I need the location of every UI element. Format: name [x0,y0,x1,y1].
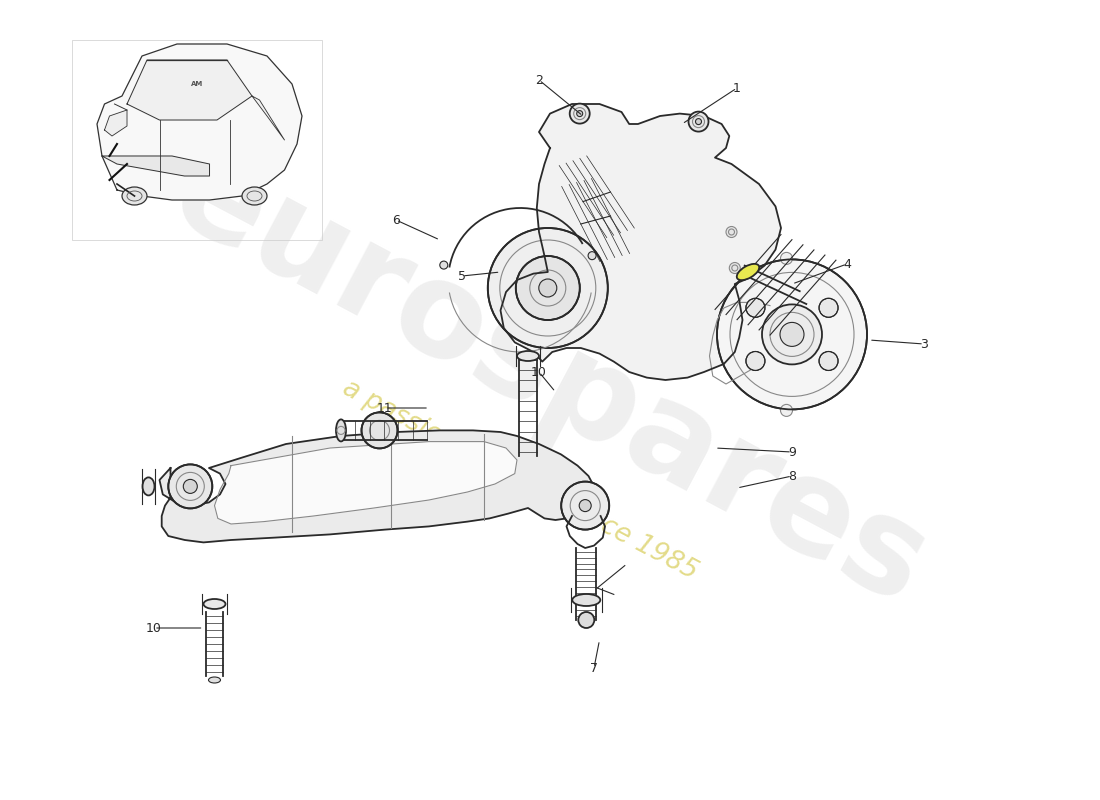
Text: a passion for parts since 1985: a passion for parts since 1985 [338,375,702,585]
Text: 7: 7 [590,662,598,674]
Circle shape [746,351,764,370]
Polygon shape [102,156,209,176]
Ellipse shape [517,351,539,361]
Circle shape [689,111,708,131]
Circle shape [729,262,740,274]
Polygon shape [97,44,302,200]
Circle shape [440,261,448,269]
Text: AM: AM [191,81,204,87]
Circle shape [746,298,764,318]
Polygon shape [500,104,781,380]
Polygon shape [126,60,252,120]
Text: 9: 9 [788,446,796,458]
Text: eurospares: eurospares [152,128,948,632]
Bar [72,40,322,240]
Circle shape [820,351,838,370]
Text: 1: 1 [733,82,741,94]
Circle shape [726,226,737,238]
Circle shape [168,464,212,509]
Circle shape [695,118,702,125]
Circle shape [487,228,608,348]
Ellipse shape [737,264,759,280]
Polygon shape [214,442,517,524]
Text: 2: 2 [535,74,543,86]
Circle shape [570,104,590,123]
Text: 11: 11 [377,402,393,414]
Ellipse shape [209,677,220,683]
Text: 5: 5 [458,270,466,282]
Text: 3: 3 [920,338,928,350]
Circle shape [579,612,594,628]
Circle shape [588,252,596,260]
Ellipse shape [204,599,226,609]
Text: 8: 8 [788,470,796,482]
Circle shape [781,405,792,416]
Ellipse shape [336,419,346,442]
Circle shape [362,413,397,448]
Text: 4: 4 [843,258,851,270]
Ellipse shape [242,187,267,205]
Circle shape [717,259,867,410]
Text: 10: 10 [531,366,547,378]
Circle shape [184,479,197,494]
Circle shape [820,298,838,318]
Polygon shape [160,430,594,542]
Circle shape [561,482,609,530]
Circle shape [576,110,583,117]
Text: 10: 10 [146,622,162,634]
Circle shape [762,305,822,365]
Ellipse shape [572,594,601,606]
Circle shape [580,499,591,512]
Ellipse shape [122,187,147,205]
Circle shape [516,256,580,320]
Circle shape [780,322,804,346]
Ellipse shape [143,478,154,495]
Circle shape [539,279,557,297]
Polygon shape [104,110,126,136]
Circle shape [781,253,792,265]
Text: 6: 6 [392,214,400,226]
Polygon shape [252,96,285,140]
